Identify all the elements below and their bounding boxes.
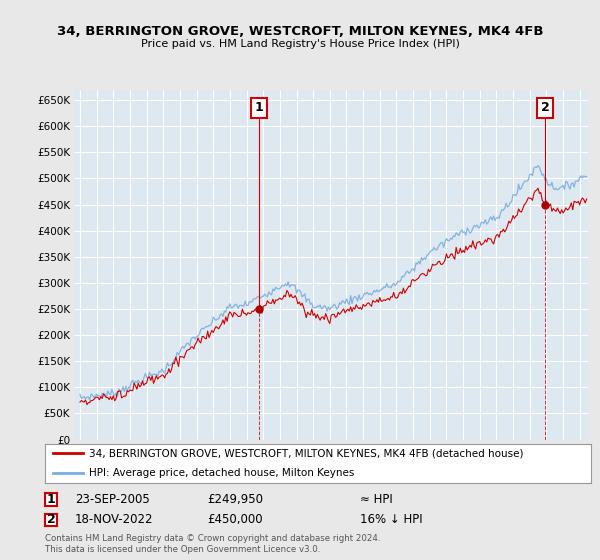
Text: Price paid vs. HM Land Registry's House Price Index (HPI): Price paid vs. HM Land Registry's House … <box>140 39 460 49</box>
Text: £249,950: £249,950 <box>207 493 263 506</box>
Text: HPI: Average price, detached house, Milton Keynes: HPI: Average price, detached house, Milt… <box>89 468 354 478</box>
Text: 18-NOV-2022: 18-NOV-2022 <box>75 513 154 526</box>
Text: 2: 2 <box>541 101 550 114</box>
Text: £450,000: £450,000 <box>207 513 263 526</box>
Text: 1: 1 <box>47 493 55 506</box>
Text: ≈ HPI: ≈ HPI <box>360 493 393 506</box>
Text: Contains HM Land Registry data © Crown copyright and database right 2024.
This d: Contains HM Land Registry data © Crown c… <box>45 534 380 554</box>
Text: 34, BERRINGTON GROVE, WESTCROFT, MILTON KEYNES, MK4 4FB (detached house): 34, BERRINGTON GROVE, WESTCROFT, MILTON … <box>89 449 523 458</box>
Text: 23-SEP-2005: 23-SEP-2005 <box>75 493 150 506</box>
Text: 16% ↓ HPI: 16% ↓ HPI <box>360 513 422 526</box>
Text: 2: 2 <box>47 513 55 526</box>
Text: 34, BERRINGTON GROVE, WESTCROFT, MILTON KEYNES, MK4 4FB: 34, BERRINGTON GROVE, WESTCROFT, MILTON … <box>57 25 543 38</box>
Text: 1: 1 <box>254 101 263 114</box>
